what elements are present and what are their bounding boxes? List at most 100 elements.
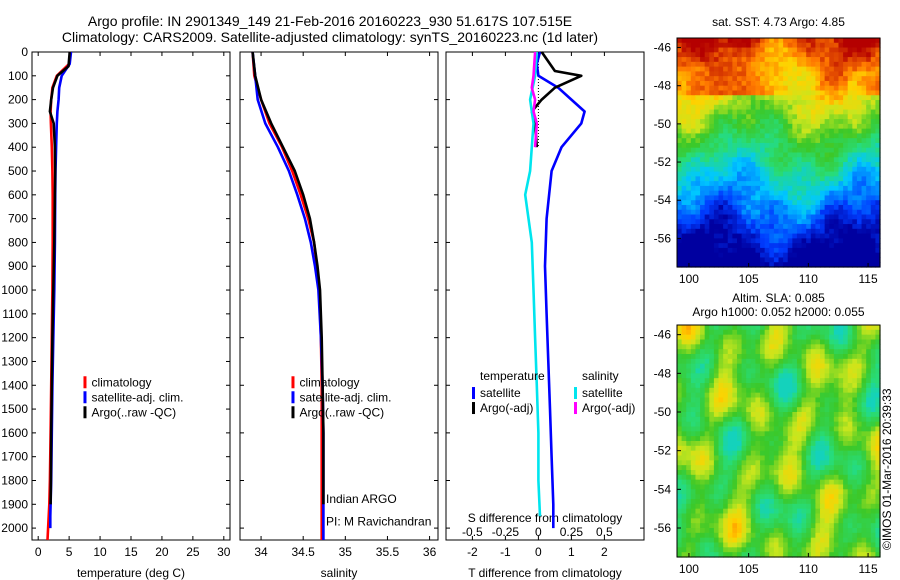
sla_map-cell	[796, 484, 803, 490]
sst_map-cell	[787, 109, 793, 115]
sla_map-cell	[866, 503, 872, 510]
sst_map-cell	[755, 214, 761, 220]
sla_map-cell	[727, 344, 733, 350]
sla_map-cell	[769, 431, 775, 437]
sst_map-cell	[866, 152, 872, 158]
sst_map-cell	[852, 128, 858, 135]
sst_map-cell	[681, 138, 687, 144]
temperature-xtick-label: 0	[35, 545, 42, 559]
sst_map-cell	[778, 262, 784, 268]
sst_map-cell	[713, 85, 720, 92]
sla_map-cell	[718, 325, 724, 331]
sla_map-cell	[681, 552, 687, 558]
sla_map-cell	[746, 358, 752, 365]
sla_map-cell	[778, 542, 784, 548]
sst_map-cell	[829, 147, 835, 154]
sst_map-cell	[736, 171, 743, 177]
sla_map-cell	[686, 470, 692, 476]
sla_map-cell	[764, 436, 770, 442]
sst_map-cell	[806, 119, 812, 125]
sla_map-cell	[852, 470, 858, 476]
sla_map-cell	[815, 329, 821, 336]
sst_map-cell	[773, 38, 780, 44]
sla_map-cell	[792, 450, 798, 457]
sst_map-cell	[755, 176, 761, 182]
sst_map-cell	[861, 166, 867, 173]
sst_map-cell	[847, 238, 853, 244]
sst_map-cell	[815, 52, 821, 58]
sst_map-cell	[723, 128, 729, 135]
sla_map-cell	[820, 542, 826, 548]
sst_map-cell	[681, 119, 687, 125]
sla_map-cell	[773, 397, 780, 403]
sla_map-cell	[806, 532, 812, 539]
sst_map-cell	[686, 257, 692, 263]
sla_map-cell	[796, 373, 803, 379]
sla_map-cell	[801, 407, 807, 413]
sla_map-cell	[820, 532, 826, 539]
sst_map-cell	[746, 133, 752, 139]
sla_map-cell	[695, 460, 701, 466]
sla_map-cell	[778, 358, 784, 365]
sla_map-cell	[866, 484, 872, 490]
sla_map-cell	[833, 465, 840, 471]
sst_map-cell	[732, 166, 738, 173]
sla_map-cell	[750, 445, 757, 452]
sla_map-cell	[746, 407, 752, 413]
sst_map-cell	[792, 119, 798, 125]
sst_map-cell	[847, 195, 853, 201]
sst_map-cell	[736, 47, 743, 53]
sla_map-cell	[677, 325, 683, 331]
difference-panel: -2 -1 0 1 2-0.5 -0.25 0 0.25 0.5S difference fro…	[445, 51, 645, 580]
sla_map-cell	[727, 528, 733, 534]
sst_map-cell	[773, 204, 780, 211]
sst_map-cell	[866, 176, 872, 182]
sla_map-cell	[755, 479, 761, 486]
sla_map-cell	[736, 358, 743, 365]
sst_map-cell	[833, 104, 840, 111]
sla_map-cell	[843, 354, 849, 360]
sst_map-cell	[870, 214, 876, 220]
sla_map-cell	[681, 450, 687, 457]
sst_map-cell	[727, 114, 733, 120]
sst_map-cell	[796, 224, 803, 230]
sst_map-cell	[750, 109, 757, 115]
sla_map-cell	[783, 460, 789, 466]
sla_map-cell	[810, 426, 817, 432]
sla_map-cell	[852, 552, 858, 558]
sst_map-cell	[686, 171, 692, 177]
sla_map-cell	[736, 494, 743, 500]
sla_map-cell	[796, 426, 803, 432]
sst_map-cell	[686, 166, 692, 173]
sla_map-cell	[833, 542, 840, 548]
sst_map-cell	[746, 228, 752, 235]
sla_map-cell	[875, 416, 881, 423]
sst_map-cell	[856, 76, 863, 82]
sst_map-cell	[755, 85, 761, 92]
sst_map-cell	[783, 128, 789, 135]
sla_map-cell	[847, 547, 853, 553]
sla_map-cell	[820, 474, 826, 481]
sst_map-cell	[723, 52, 729, 58]
sla_map-cell	[824, 325, 830, 331]
sst_map-cell	[760, 262, 766, 268]
sst_map-cell	[746, 90, 752, 96]
sst_map-cell	[801, 176, 807, 182]
sst_map-cell	[709, 209, 715, 216]
sla_map-cell	[875, 344, 881, 350]
sst_map-cell	[810, 128, 817, 135]
sla_map-cell	[773, 455, 780, 461]
sla_map-cell	[686, 344, 692, 350]
sla_map-cell	[760, 552, 766, 558]
sla_map-cell	[681, 470, 687, 476]
sst_map-cell	[815, 104, 821, 111]
sst_map-cell	[704, 42, 710, 49]
sla_map-cell	[769, 547, 775, 553]
sla_map-cell	[820, 523, 826, 529]
sla_map-cell	[787, 518, 793, 524]
sla_map-cell	[700, 325, 706, 331]
sla_map-cell	[796, 441, 803, 447]
sst_map-cell	[686, 200, 692, 206]
sst_map-cell	[861, 104, 867, 111]
sst_map-cell	[829, 262, 835, 268]
